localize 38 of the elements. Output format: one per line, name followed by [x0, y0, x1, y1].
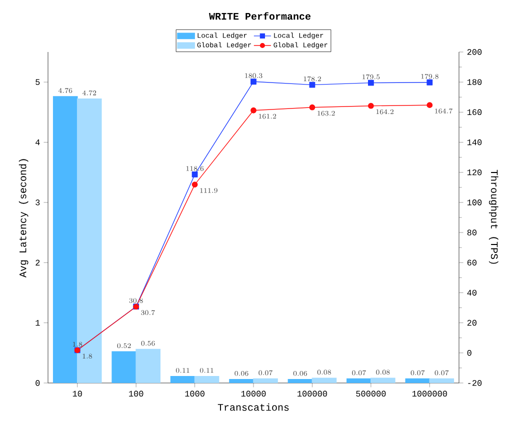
x-tick-label: 500000 [356, 390, 386, 397]
point [309, 104, 316, 110]
y2-axis-title: Throughput (TPS) [488, 170, 498, 264]
x-tick-label: 1000 [185, 390, 204, 397]
x-tick-label: 100 [129, 390, 144, 397]
y2-tick-label: 120 [467, 169, 482, 176]
x-tick-label: 1000000 [412, 390, 447, 397]
point [250, 78, 256, 85]
y-tick-label: 5 [36, 79, 40, 85]
y2-tick-label: 200 [467, 49, 482, 55]
point [192, 172, 198, 178]
y-axis-title: Avg Latency (second) [18, 159, 28, 278]
x-tick-label: 10000 [241, 390, 266, 397]
y2-tick-label: 0 [467, 350, 472, 356]
y-tick-label: 1 [36, 320, 40, 326]
y2-tick-label: -20 [468, 380, 482, 386]
y2-tick-label: 80 [467, 230, 476, 236]
y2-tick-label: 140 [467, 139, 482, 146]
y-tick-label: 0 [36, 380, 40, 386]
y2-tick-label: 100 [467, 200, 482, 206]
point [368, 102, 374, 109]
point [426, 79, 433, 86]
point [368, 80, 374, 86]
y-tick-label: 4 [36, 139, 40, 146]
y-tick-label: 2 [36, 260, 40, 266]
y2-tick-label: 160 [467, 109, 482, 116]
y2-tick-label: 60 [467, 260, 476, 266]
x-axis-title: Transcations [218, 403, 289, 411]
point [192, 182, 198, 188]
point [426, 102, 433, 108]
y2-tick-label: 180 [467, 79, 482, 85]
y-tick-label: 3 [36, 200, 40, 206]
y2-tick-label: 20 [467, 320, 476, 326]
chart-title: WRITE Performance [208, 12, 311, 20]
x-tick-label: 100000 [298, 390, 327, 397]
point [250, 107, 256, 114]
x-tick-label: 10 [72, 390, 82, 397]
y2-tick-label: 40 [467, 290, 476, 296]
